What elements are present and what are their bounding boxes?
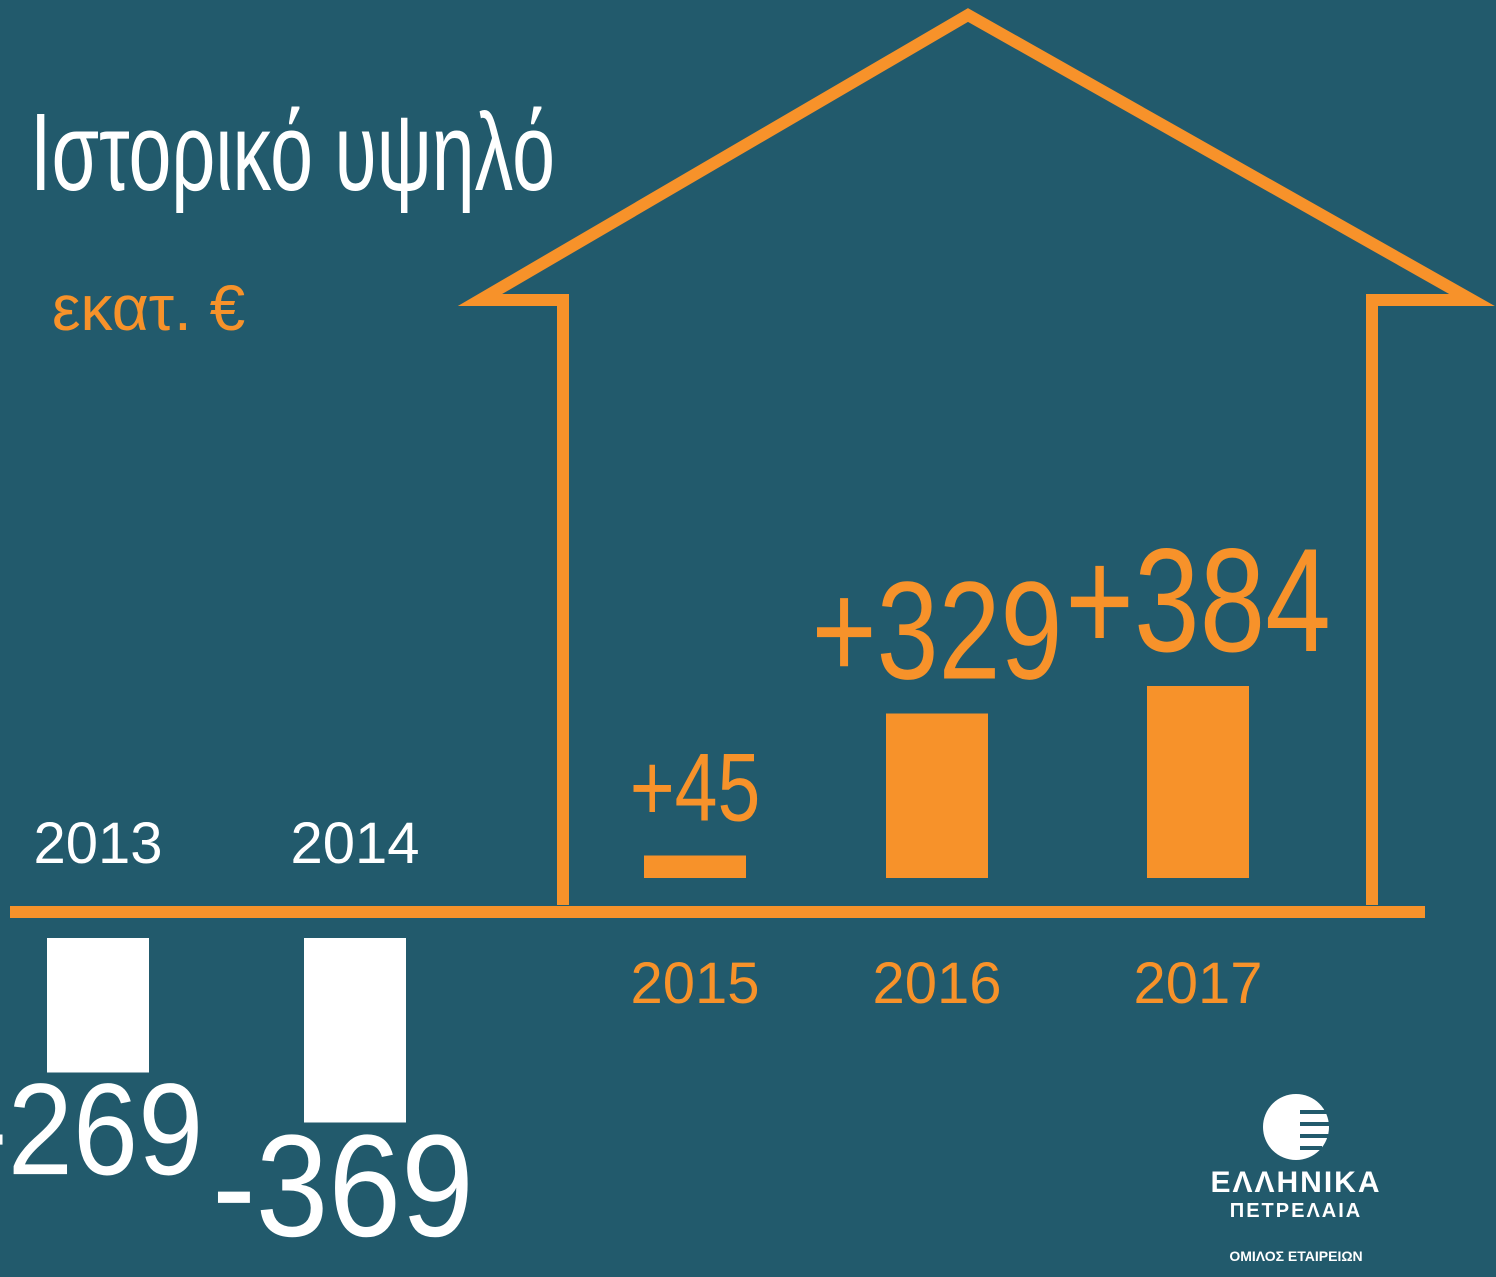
value-label: -269 (0, 1056, 203, 1202)
x-tick-label: 2014 (290, 811, 419, 876)
value-label: +329 (812, 553, 1063, 709)
logo-text: ΕΛΛΗΝΙΚΑ (1210, 1166, 1381, 1199)
chart-subtitle: εκατ. € (52, 272, 245, 344)
x-tick-label: 2013 (33, 811, 162, 876)
value-label: +45 (630, 733, 761, 842)
bar (644, 855, 746, 878)
chart-title: Ιστορικό υψηλό (30, 91, 555, 214)
x-tick-label: 2016 (872, 951, 1001, 1016)
x-tick-label: 2017 (1133, 951, 1262, 1016)
bar (47, 938, 149, 1073)
logo: ΕΛΛΗΝΙΚΑ ΠΕΤΡΕΛΑΙΑ ΟΜΙΛΟΣ ΕΤΑΙΡΕΙΩΝ (1210, 1094, 1381, 1264)
logo-text: ΟΜΙΛΟΣ ΕΤΑΙΡΕΙΩΝ (1229, 1248, 1362, 1264)
value-label: +384 (1065, 518, 1331, 683)
bar (304, 938, 406, 1123)
bar (886, 713, 988, 878)
logo-emblem (1263, 1094, 1329, 1160)
house-outline (457, 8, 1495, 905)
x-tick-label: 2015 (630, 951, 759, 1016)
logo-text: ΠΕΤΡΕΛΑΙΑ (1230, 1200, 1362, 1222)
bar (1147, 686, 1249, 878)
value-label: -369 (212, 1104, 474, 1267)
